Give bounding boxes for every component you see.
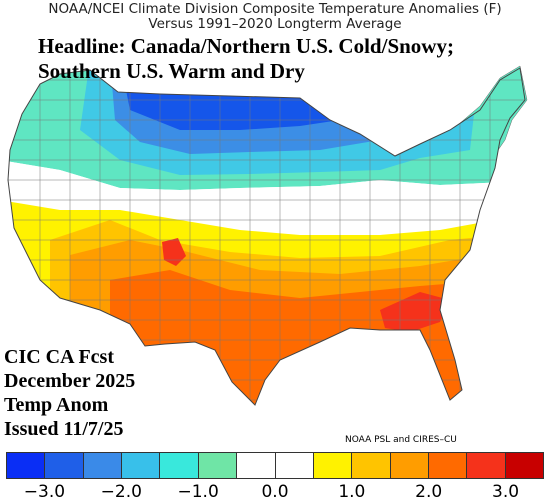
forecast-label-line3: Temp Anom — [4, 394, 109, 416]
colorbar-tick-label: −2.0 — [100, 482, 142, 502]
colorbar-segment — [467, 453, 506, 478]
colorbar-segment — [160, 453, 199, 478]
colorbar-segment — [505, 453, 544, 478]
colorbar-segment — [237, 453, 276, 478]
map-title-line1: NOAA/NCEI Climate Division Composite Tem… — [48, 1, 502, 17]
colorbar — [6, 452, 544, 479]
colorbar-tick-label: −1.0 — [177, 482, 219, 502]
forecast-label-line2: December 2025 — [4, 370, 136, 392]
colorbar-segment — [390, 453, 429, 478]
forecast-label-line1: CIC CA Fcst — [4, 346, 114, 368]
neutral-band — [8, 160, 525, 235]
hot-zone-utah — [162, 238, 186, 266]
colorbar-segment — [7, 453, 46, 478]
map-title-line2: Versus 1991–2020 Longterm Average — [148, 16, 402, 32]
colorbar-segment — [313, 453, 353, 478]
colorbar-tick-label: 1.0 — [338, 482, 366, 502]
forecast-label-line4: Issued 11/7/25 — [4, 418, 124, 440]
colorbar-segment — [122, 453, 161, 478]
headline-line1: Headline: Canada/Northern U.S. Cold/Snow… — [38, 34, 454, 58]
hot-zone-southeast — [380, 292, 450, 332]
headline: Headline: Canada/Northern U.S. Cold/Snow… — [38, 34, 454, 84]
us-outline — [7, 67, 526, 406]
colorbar-segment — [45, 453, 84, 478]
headline-line2: Southern U.S. Warm and Dry — [38, 59, 305, 83]
colorbar-segment — [352, 453, 391, 478]
colorbar-tick-label: −3.0 — [23, 482, 66, 502]
colorbar-segment — [428, 453, 468, 478]
forecast-label: CIC CA Fcst December 2025 Temp Anom Issu… — [4, 345, 135, 441]
colorbar-segment — [275, 453, 314, 478]
colorbar-tick-label: 3.0 — [492, 482, 520, 502]
us-climate-division-map — [7, 65, 528, 406]
colorbar-segment — [83, 453, 123, 478]
map-title: NOAA/NCEI Climate Division Composite Tem… — [0, 2, 550, 32]
credit-text: NOAA PSL and CIRES–CU — [345, 435, 457, 445]
warm-strong-zone — [110, 270, 525, 405]
colorbar-tick-label: 0.0 — [261, 482, 289, 502]
colorbar-ticks: −3.0 −2.0 −1.0 0.0 1.0 2.0 3.0 — [0, 482, 550, 504]
colorbar-segment — [198, 453, 238, 478]
colorbar-tick-label: 2.0 — [415, 482, 443, 502]
